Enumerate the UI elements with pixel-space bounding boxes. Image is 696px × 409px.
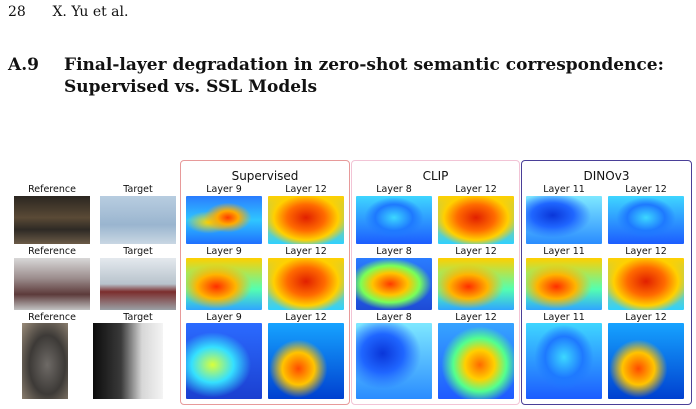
layer-label: Layer 12 bbox=[625, 184, 667, 195]
group-title-dinov3: DINOv3 bbox=[583, 169, 630, 183]
heatmap bbox=[268, 196, 344, 244]
heatmap bbox=[608, 258, 684, 310]
target-image bbox=[93, 323, 163, 399]
reference-image bbox=[14, 196, 90, 244]
layer-label: Layer 11 bbox=[543, 184, 585, 195]
heatmap bbox=[268, 323, 344, 399]
target-label: Target bbox=[123, 246, 153, 257]
heatmap bbox=[438, 258, 514, 310]
layer-label: Layer 11 bbox=[543, 312, 585, 323]
section-title-line1: Final-layer degradation in zero-shot sem… bbox=[64, 55, 664, 75]
heatmap bbox=[608, 196, 684, 244]
section-number: A.9 bbox=[8, 55, 39, 75]
layer-label: Layer 8 bbox=[376, 312, 412, 323]
target-label: Target bbox=[123, 312, 153, 323]
reference-image bbox=[14, 258, 90, 310]
reference-label: Reference bbox=[28, 246, 76, 257]
layer-label: Layer 9 bbox=[206, 246, 242, 257]
layer-label: Layer 11 bbox=[543, 246, 585, 257]
heatmap bbox=[608, 323, 684, 399]
layer-label: Layer 12 bbox=[285, 184, 327, 195]
heatmap bbox=[438, 323, 514, 399]
heatmap bbox=[356, 258, 432, 310]
layer-label: Layer 12 bbox=[285, 312, 327, 323]
layer-label: Layer 12 bbox=[455, 184, 497, 195]
layer-label: Layer 12 bbox=[455, 246, 497, 257]
target-label: Target bbox=[123, 184, 153, 195]
heatmap bbox=[438, 196, 514, 244]
layer-label: Layer 12 bbox=[625, 312, 667, 323]
group-title-supervised: Supervised bbox=[231, 169, 299, 183]
target-image bbox=[100, 258, 176, 310]
layer-label: Layer 8 bbox=[376, 246, 412, 257]
heatmap bbox=[186, 323, 262, 399]
figure: Supervised CLIP DINOv3 Reference Target … bbox=[0, 158, 696, 408]
heatmap bbox=[356, 323, 432, 399]
heatmap bbox=[526, 323, 602, 399]
target-image bbox=[100, 196, 176, 244]
heatmap bbox=[526, 258, 602, 310]
running-header: 28 X. Yu et al. bbox=[8, 4, 128, 20]
layer-label: Layer 12 bbox=[285, 246, 327, 257]
clip-group: CLIP bbox=[351, 160, 520, 405]
reference-label: Reference bbox=[28, 312, 76, 323]
heatmap bbox=[356, 196, 432, 244]
layer-label: Layer 12 bbox=[625, 246, 667, 257]
reference-label: Reference bbox=[28, 184, 76, 195]
authors: X. Yu et al. bbox=[52, 4, 129, 20]
layer-label: Layer 12 bbox=[455, 312, 497, 323]
page-number: 28 bbox=[8, 4, 26, 20]
section-title-line2: Supervised vs. SSL Models bbox=[64, 77, 318, 97]
group-title-clip: CLIP bbox=[422, 169, 449, 183]
heatmap bbox=[186, 196, 262, 244]
layer-label: Layer 9 bbox=[206, 312, 242, 323]
dinov3-group: DINOv3 bbox=[521, 160, 692, 405]
section-heading: A.9 Final-layer degradation in zero-shot … bbox=[8, 54, 688, 98]
heatmap bbox=[186, 258, 262, 310]
reference-image bbox=[22, 323, 68, 399]
supervised-group: Supervised bbox=[180, 160, 350, 405]
layer-label: Layer 9 bbox=[206, 184, 242, 195]
heatmap bbox=[526, 196, 602, 244]
heatmap bbox=[268, 258, 344, 310]
layer-label: Layer 8 bbox=[376, 184, 412, 195]
